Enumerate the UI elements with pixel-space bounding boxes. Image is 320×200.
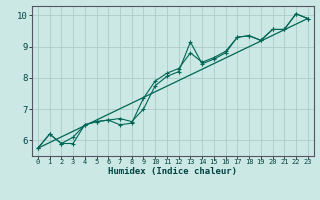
X-axis label: Humidex (Indice chaleur): Humidex (Indice chaleur) — [108, 167, 237, 176]
